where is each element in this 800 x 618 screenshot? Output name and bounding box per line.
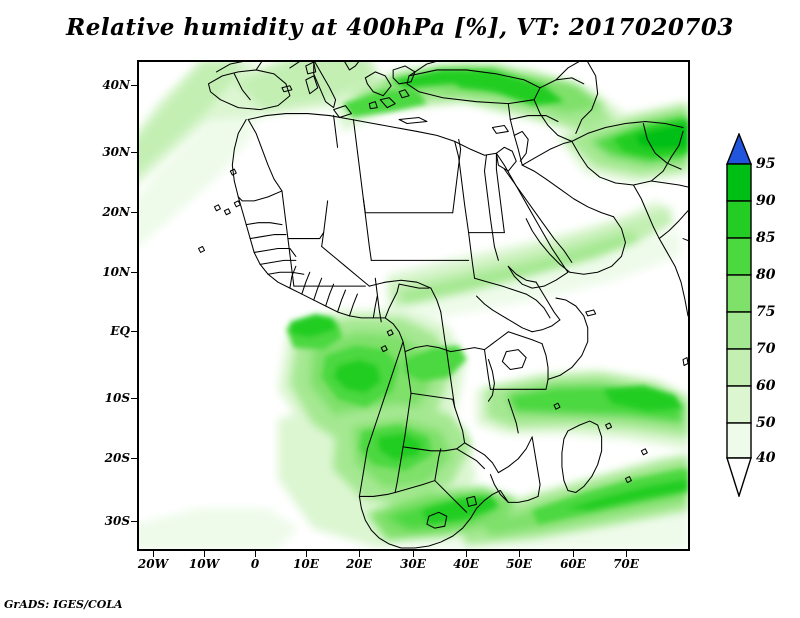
y-tick-mark (131, 152, 137, 153)
x-tick-label-20W: 20W (137, 557, 169, 571)
y-tick-label-30N: 30N (102, 145, 130, 159)
humidity-field (139, 62, 688, 549)
x-tick-label-40E: 40E (453, 557, 479, 571)
x-tick-label-20E: 20E (346, 557, 372, 571)
x-tick-mark (413, 551, 414, 557)
page-title: Relative humidity at 400hPa [%], VT: 201… (66, 14, 734, 41)
y-tick-mark (131, 85, 137, 86)
map-canvas (139, 62, 688, 549)
x-tick-mark (626, 551, 627, 557)
x-tick-label-0: 0 (250, 557, 260, 571)
colorbar-label-70: 70 (756, 341, 776, 357)
y-tick-mark (131, 212, 137, 213)
x-tick-mark (359, 551, 360, 557)
colorbar-label-95: 95 (756, 156, 776, 172)
x-tick-mark (306, 551, 307, 557)
y-tick-label-EQ: EQ (110, 324, 130, 338)
colorbar-label-80: 80 (756, 267, 776, 283)
x-tick-mark (519, 551, 520, 557)
colorbar-label-50: 50 (756, 415, 776, 431)
y-tick-label-30S: 30S (104, 514, 130, 528)
y-tick-mark (131, 272, 137, 273)
colorbar-swatches (726, 133, 752, 497)
y-tick-label-10S: 10S (104, 391, 130, 405)
y-tick-mark (131, 458, 137, 459)
colorbar-label-90: 90 (756, 193, 776, 209)
y-tick-mark (131, 331, 137, 332)
y-tick-label-40N: 40N (102, 78, 130, 92)
x-tick-mark (255, 551, 256, 557)
x-tick-label-70E: 70E (613, 557, 639, 571)
x-tick-label-10E: 10E (293, 557, 319, 571)
y-tick-label-20S: 20S (104, 451, 130, 465)
x-tick-label-60E: 60E (560, 557, 586, 571)
map-plot-area[interactable] (137, 60, 690, 551)
y-tick-label-20N: 20N (102, 205, 130, 219)
x-tick-label-50E: 50E (506, 557, 532, 571)
y-tick-label-10N: 10N (102, 265, 130, 279)
y-tick-mark (131, 521, 137, 522)
x-tick-label-10W: 10W (188, 557, 220, 571)
map-borders (198, 62, 688, 549)
colorbar-label-40: 40 (756, 450, 776, 466)
colorbar-label-60: 60 (756, 378, 776, 394)
y-tick-mark (131, 398, 137, 399)
x-tick-label-30E: 30E (400, 557, 426, 571)
colorbar[interactable] (726, 133, 752, 497)
colorbar-label-85: 85 (756, 230, 776, 246)
x-tick-mark (573, 551, 574, 557)
x-tick-mark (153, 551, 154, 557)
grads-credit: GrADS: IGES/COLA (4, 598, 123, 611)
colorbar-label-75: 75 (756, 304, 776, 320)
x-tick-mark (204, 551, 205, 557)
x-tick-mark (466, 551, 467, 557)
